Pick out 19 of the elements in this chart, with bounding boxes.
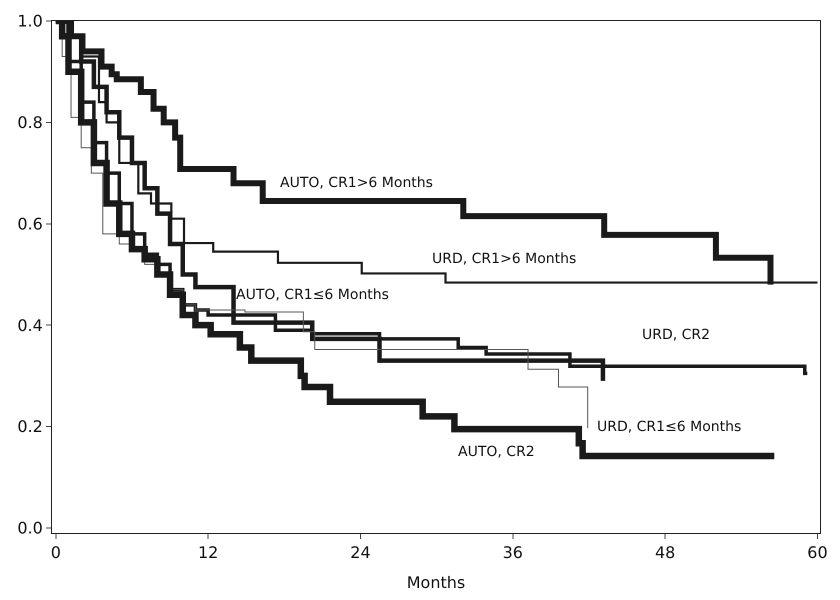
y-tick-label: 1.0 (17, 12, 43, 31)
x-tick-label: 60 (807, 543, 828, 562)
x-tick-label: 36 (502, 543, 523, 562)
y-tick-label: 0.4 (17, 316, 43, 335)
series-label: AUTO, CR2 (458, 444, 535, 460)
series-label: URD, CR2 (642, 327, 710, 343)
y-tick-label: 0.2 (17, 417, 43, 436)
series-label: AUTO, CR1≤6 Months (236, 287, 389, 303)
series-label: AUTO, CR1>6 Months (280, 175, 433, 191)
y-tick-label: 0.8 (17, 112, 43, 132)
x-tick-label: 24 (350, 543, 371, 562)
x-tick-label: 12 (198, 543, 218, 562)
x-axis-title: Months (406, 572, 466, 592)
y-tick-label: 0.6 (17, 214, 43, 234)
series-label: URD, CR1>6 Months (432, 251, 576, 267)
x-tick-label: 48 (654, 543, 676, 562)
x-tick-label: 0 (50, 543, 61, 562)
series-label: URD, CR1≤6 Months (597, 419, 742, 435)
y-tick-label: 0.0 (17, 518, 43, 538)
